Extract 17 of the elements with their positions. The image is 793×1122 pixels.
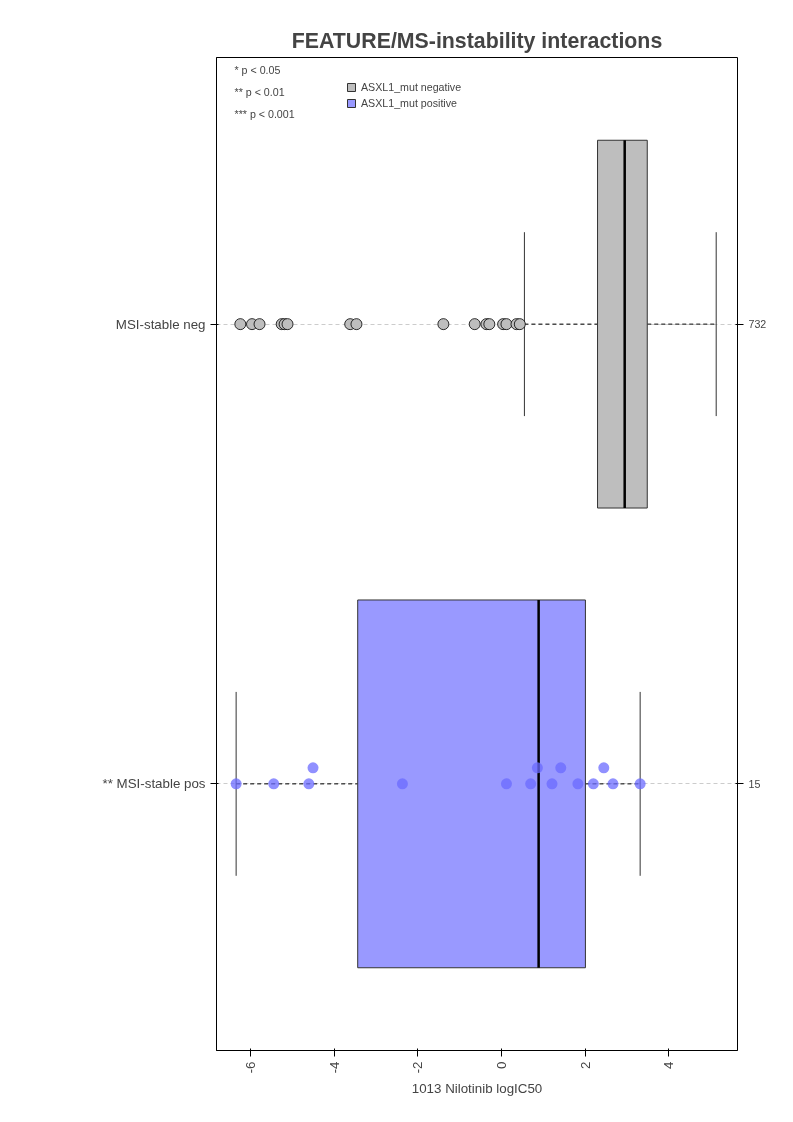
legend-label: ASXL1_mut positive (361, 97, 457, 109)
chart-title: FEATURE/MS-instability interactions (291, 28, 663, 53)
x-tick-label: 0 (493, 1061, 509, 1069)
x-tick-label: -4 (326, 1060, 342, 1074)
x-tick-label: 4 (661, 1060, 677, 1069)
x-tick-label: -6 (243, 1061, 259, 1074)
x-axis-title: 1013 Nilotinib logIC50 (411, 1081, 543, 1097)
text: 732 (748, 318, 767, 331)
annotation: ** p < 0.01 (234, 85, 285, 98)
x-tick-label: -2 (410, 1061, 426, 1074)
y-tick-label: ** MSI-stable pos (102, 776, 206, 792)
annotation: *** p < 0.001 (234, 107, 295, 120)
annotation: * p < 0.05 (234, 63, 281, 76)
y-tick-label: MSI-stable neg (115, 316, 206, 332)
x-tick-label: 2 (577, 1061, 593, 1069)
legend-label: ASXL1_mut negative (361, 81, 462, 93)
text: 15 (748, 777, 761, 790)
